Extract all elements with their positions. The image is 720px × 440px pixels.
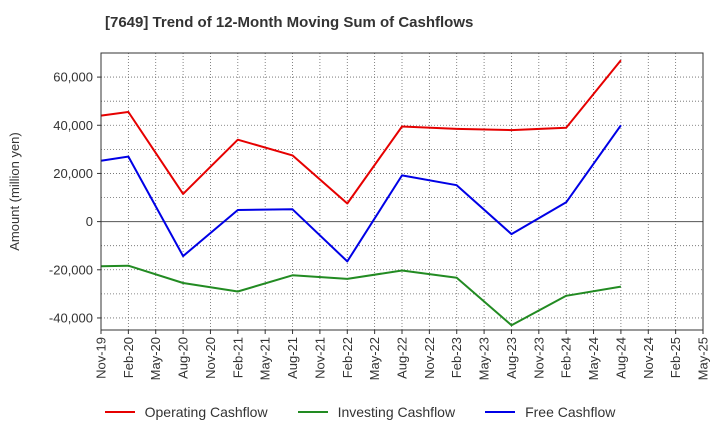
x-tick-label: Feb-20 — [121, 337, 136, 378]
y-axis-ticks: -40,000 -20,000 0 20,000 40,000 60,000 — [49, 70, 101, 325]
x-tick-label: Feb-23 — [449, 337, 464, 378]
x-tick-label: Nov-24 — [641, 337, 656, 379]
x-tick-label: Nov-20 — [203, 337, 218, 379]
x-tick-label: May-21 — [258, 337, 273, 380]
legend-item: Investing Cashflow — [297, 404, 456, 420]
x-tick-label: Nov-23 — [531, 337, 546, 379]
x-tick-label: May-24 — [586, 337, 601, 380]
y-tick-label: 40,000 — [53, 118, 93, 133]
series-line-operating-cashflow — [100, 59, 622, 205]
x-tick-label: Aug-24 — [613, 337, 628, 379]
legend-swatch — [485, 411, 516, 413]
y-tick-label: -20,000 — [49, 262, 93, 277]
y-tick-label: 0 — [86, 214, 93, 229]
x-tick-label: Nov-21 — [312, 337, 327, 379]
x-tick-label: Aug-22 — [395, 337, 410, 379]
y-tick-label: 20,000 — [53, 166, 93, 181]
legend-item: Operating Cashflow — [104, 404, 268, 420]
y-axis-label: Amount (million yen) — [7, 132, 22, 251]
x-tick-label: May-23 — [477, 337, 492, 380]
series-line-investing-cashflow — [100, 264, 622, 327]
legend-item: Free Cashflow — [485, 404, 615, 420]
x-tick-label: Nov-22 — [422, 337, 437, 379]
series-group — [100, 59, 622, 327]
x-tick-label: May-22 — [367, 337, 382, 380]
x-tick-label: Aug-20 — [176, 337, 191, 379]
legend: Operating Cashflow Investing Cashflow Free… — [0, 404, 720, 420]
series-line-free-cashflow — [100, 124, 622, 263]
x-tick-label: Aug-23 — [504, 337, 519, 379]
x-tick-label: Feb-25 — [668, 337, 683, 378]
legend-label: Operating Cashflow — [144, 404, 268, 420]
y-tick-label: -40,000 — [49, 310, 93, 325]
chart-title: [7649] Trend of 12-Month Moving Sum of C… — [105, 14, 474, 31]
plot-frame — [100, 52, 704, 331]
x-tick-label: Nov-19 — [94, 337, 109, 379]
x-tick-label: Aug-21 — [285, 337, 300, 379]
x-tick-label: Feb-24 — [559, 337, 574, 378]
legend-label: Free Cashflow — [525, 404, 616, 420]
legend-swatch — [297, 411, 328, 413]
x-axis-ticks: Nov-19 Feb-20 May-20 Aug-20 Nov-20 Feb-21 May-… — [94, 330, 711, 380]
x-tick-label: Feb-22 — [340, 337, 355, 378]
x-tick-label: May-20 — [148, 337, 163, 380]
x-tick-label: May-25 — [696, 337, 711, 380]
x-tick-label: Feb-21 — [230, 337, 245, 378]
legend-swatch — [104, 411, 135, 413]
legend-label: Investing Cashflow — [337, 404, 456, 420]
y-tick-label: 60,000 — [53, 70, 93, 85]
